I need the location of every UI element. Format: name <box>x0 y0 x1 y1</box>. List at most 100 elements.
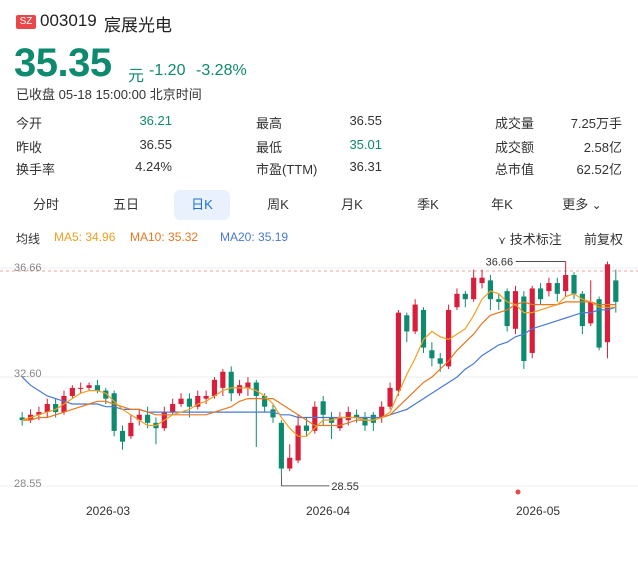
candle-body <box>211 379 218 396</box>
tech-annotation-label: 技术标注 <box>509 232 562 247</box>
stat-value: 4.24% <box>135 159 172 174</box>
tab-label: 分时 <box>32 197 59 212</box>
candle-body <box>604 264 611 343</box>
candle-body <box>354 414 360 418</box>
y-tick-label: 36.66 <box>14 262 42 274</box>
candle-body <box>395 312 402 391</box>
ma10-line <box>22 301 616 427</box>
ma5-value: MA5: 34.96 <box>54 230 116 244</box>
price-change-pct: -3.28% <box>196 62 247 79</box>
stat-label: 成交量 <box>495 116 535 131</box>
tab-5[interactable]: 季K <box>400 190 456 220</box>
adjust-select[interactable]: 前复权 <box>584 232 624 247</box>
ma-label: 均线 <box>16 232 41 246</box>
current-price: 35.35 <box>14 41 112 85</box>
stat-value: 36.55 <box>349 113 382 128</box>
market-badge: SZ <box>16 15 36 29</box>
candle-body <box>554 283 560 294</box>
candle-body <box>320 401 326 415</box>
candle-body <box>94 385 101 391</box>
candle-body <box>103 390 109 399</box>
tab-4[interactable]: 月K <box>324 190 380 220</box>
tech-annotation-icon: ⋎ <box>498 235 507 247</box>
stat-value: 62.52亿 <box>576 162 622 177</box>
candle-body <box>479 277 485 284</box>
candle-body <box>529 288 535 353</box>
candle-body <box>512 291 519 329</box>
stock-name: 宸展光电 <box>104 16 172 35</box>
ma5-line <box>22 290 616 437</box>
candle-body <box>136 414 142 421</box>
candle-body <box>387 387 393 407</box>
candle-body <box>228 371 234 394</box>
candle-body <box>462 293 468 300</box>
candle-body <box>454 293 460 308</box>
candle-body <box>504 291 510 327</box>
candle-body <box>487 280 493 300</box>
candle-body <box>437 358 443 364</box>
event-marker-icon <box>515 489 521 495</box>
tab-label: 年K <box>491 197 513 212</box>
price-change: -1.20 <box>149 62 186 79</box>
tab-0[interactable]: 分时 <box>18 190 74 220</box>
candle-body <box>379 406 385 418</box>
candle-body <box>69 387 75 396</box>
candle-body <box>303 425 310 431</box>
candle-body <box>563 274 569 292</box>
candle-body <box>36 412 42 415</box>
candle-body <box>312 406 318 431</box>
candle-body <box>337 417 343 429</box>
tab-1[interactable]: 五日 <box>98 190 154 220</box>
tab-7[interactable]: 更多 ⌄ <box>554 190 610 220</box>
stat-label: 今开 <box>16 116 43 131</box>
candle-body <box>270 409 276 418</box>
stat-value: 36.31 <box>349 159 382 174</box>
y-tick-label: 32.60 <box>14 368 42 380</box>
candle-body <box>186 398 192 407</box>
candle-body <box>537 288 544 300</box>
candle-body <box>571 274 577 294</box>
stock-code: 003019 <box>40 11 97 30</box>
candle-body <box>579 293 585 327</box>
stat-label: 最高 <box>256 116 283 131</box>
tab-label: 季K <box>417 197 439 212</box>
tech-annotation-toggle[interactable]: ⋎ 技术标注 <box>498 229 562 248</box>
candle-body <box>145 414 151 423</box>
x-tick-label: 2026-03 <box>86 504 131 518</box>
candle-body <box>170 404 176 413</box>
x-tick-label: 2026-04 <box>306 504 351 518</box>
x-tick-label: 2026-05 <box>516 504 561 518</box>
chevron-down-icon: ⌄ <box>588 198 602 212</box>
ma10-value: MA10: 35.32 <box>130 230 199 244</box>
candle-body <box>496 299 502 302</box>
candle-body <box>253 382 259 396</box>
candle-body <box>236 385 243 394</box>
y-tick-label: 28.55 <box>14 478 42 490</box>
candle-body <box>78 387 84 389</box>
stat-label: 市盈(TTM) <box>256 162 318 177</box>
candle-body <box>53 404 59 413</box>
tab-2[interactable]: 日K <box>174 190 230 220</box>
stat-value: 36.55 <box>139 137 172 152</box>
candle-body <box>613 280 619 302</box>
candle-body <box>44 404 50 413</box>
candle-body <box>295 425 301 461</box>
tab-6[interactable]: 年K <box>474 190 530 220</box>
candle-body <box>278 422 284 469</box>
candle-body <box>86 385 92 388</box>
candle-body <box>429 350 435 359</box>
candle-body <box>195 395 201 407</box>
candle-body <box>546 283 552 292</box>
market-status: 已收盘 05-18 15:00:00 北京时间 <box>16 87 202 102</box>
tab-label: 日K <box>191 197 213 212</box>
stat-label: 成交额 <box>495 140 535 155</box>
kline-chart[interactable]: 36.66 28.55 <box>0 248 638 528</box>
candle-body <box>287 457 293 469</box>
candle-body <box>178 398 184 405</box>
tab-label: 更多 <box>562 197 589 212</box>
candle-body <box>203 395 209 399</box>
tab-3[interactable]: 周K <box>250 190 306 220</box>
candle-body <box>262 395 268 407</box>
candle-body <box>446 309 452 367</box>
candle-body <box>420 309 427 348</box>
